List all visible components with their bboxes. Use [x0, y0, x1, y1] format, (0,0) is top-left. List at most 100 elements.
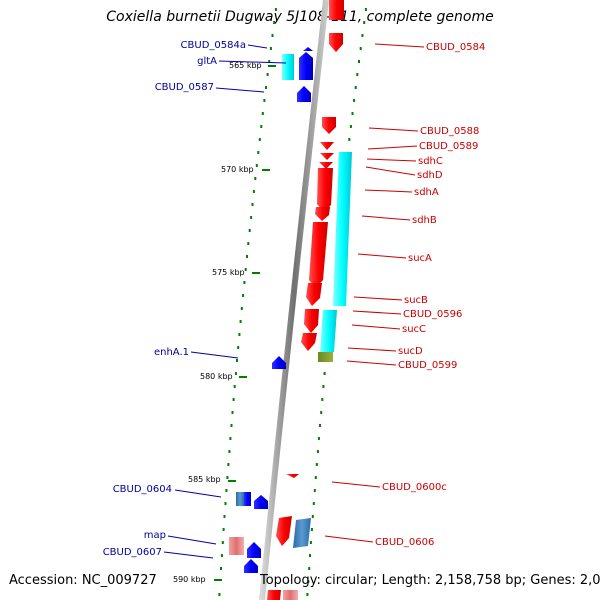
leader-line — [361, 215, 411, 221]
gene-label-CBUD_0584: CBUD_0584 — [426, 42, 485, 53]
ring-dot — [248, 229, 251, 232]
ring-dot — [252, 190, 255, 193]
gene-label-gltA: gltA — [197, 56, 217, 67]
leader-line — [374, 43, 425, 48]
cog-block-sdh-suc — [333, 152, 352, 306]
tick-label: 585 kbp — [188, 475, 221, 484]
ring-dot — [313, 489, 316, 492]
cog-block-0606 — [293, 518, 311, 548]
gene-label-sdhD: sdhD — [417, 170, 443, 181]
ring-dot — [228, 450, 231, 453]
ring-dot — [233, 385, 236, 388]
ring-dot — [323, 372, 326, 375]
ring-dot — [310, 528, 313, 531]
gene-sucC — [301, 333, 317, 351]
ring-dot — [254, 177, 257, 180]
gene-label-CBUD_0584a: CBUD_0584a — [181, 40, 246, 51]
ring-dot — [319, 424, 321, 427]
ring-dot — [230, 424, 233, 427]
ring-dot — [351, 112, 354, 115]
ring-dot — [309, 554, 311, 557]
ring-dot — [353, 99, 356, 102]
ring-dot — [218, 593, 221, 596]
tick-label: 575 kbp — [212, 268, 245, 277]
ring-dot — [320, 411, 323, 414]
gene-CBUD_0596 — [304, 309, 319, 333]
leader-line — [324, 535, 374, 543]
ring-dot — [227, 463, 230, 466]
ring-dot — [271, 34, 274, 37]
ring-dot — [244, 268, 247, 271]
gene-label-sucC: sucC — [402, 324, 426, 335]
ring-dot — [223, 515, 226, 518]
leader-line — [367, 145, 418, 150]
cog-block-sucC — [320, 310, 337, 352]
ring-dot — [274, 8, 277, 11]
ring-dot — [268, 60, 271, 63]
gene-label-CBUD_0607: CBUD_0607 — [103, 547, 162, 558]
coordinate-ticks: 565 kbp 570 kbp 575 kbp 580 kbp 585 kbp … — [173, 61, 276, 584]
gene-label-sucD: sucD — [398, 346, 423, 357]
reverse-genes — [244, 47, 313, 573]
forward-genes — [267, 0, 344, 600]
gene-sucB — [306, 283, 322, 306]
ring-dot — [258, 138, 261, 141]
leader-line — [331, 481, 381, 488]
ring-dot — [220, 567, 222, 570]
leader-line — [174, 489, 222, 498]
gene-CBUD_0584a — [303, 47, 313, 51]
cog-block-sucD — [318, 352, 333, 362]
leader-line — [366, 158, 417, 162]
gene-label-CBUD_0600c: CBUD_0600c — [382, 482, 447, 493]
gene-sdhA — [317, 168, 333, 212]
ring-dot — [246, 255, 248, 258]
gene-CBUD_0606 — [276, 516, 292, 546]
ring-dot — [236, 359, 238, 362]
ring-dot — [349, 125, 352, 128]
cog-track — [229, 54, 352, 600]
leader-line — [163, 551, 214, 559]
ring-dot — [308, 567, 311, 570]
gene-gltA — [299, 52, 313, 80]
outer-ring-dots — [218, 8, 367, 596]
gene-label-sdhA: sdhA — [414, 187, 439, 198]
gene-CBUD_0584 — [329, 33, 343, 52]
ring-dot — [221, 541, 224, 544]
topology-text: Topology: circular; Length: 2,158,758 bp… — [260, 573, 600, 588]
gene-label-sucB: sucB — [404, 295, 428, 306]
leader-line — [351, 324, 401, 330]
tick-label: 580 kbp — [200, 372, 233, 381]
ring-dot — [257, 151, 260, 154]
gene-label-enhA.1: enhA.1 — [154, 347, 189, 358]
ring-dot — [261, 112, 264, 115]
gene-CBUD_0588 — [322, 117, 336, 134]
gene-sdhD — [319, 162, 333, 169]
cog-block-map — [229, 537, 244, 555]
ring-dot — [322, 385, 325, 388]
leader-line — [365, 166, 416, 176]
tick-label: 570 kbp — [221, 165, 254, 174]
leader-line — [247, 44, 268, 49]
ring-dot — [311, 515, 314, 518]
gene-sdhC — [320, 153, 334, 160]
ring-dot — [229, 437, 232, 440]
gene-bottom-red — [267, 590, 281, 600]
map-title: Coxiella burnetii Dugway 5J108-111, comp… — [106, 9, 494, 25]
gene-label-sdhC: sdhC — [418, 156, 443, 167]
leader-line — [167, 535, 217, 545]
accession-text: Accession: NC_009727 — [9, 573, 157, 588]
gene-label-map: map — [144, 530, 166, 541]
ring-dot — [314, 476, 317, 479]
gene-CBUD_0607 — [244, 559, 258, 573]
gene-label-CBUD_0599: CBUD_0599 — [398, 360, 457, 371]
ring-dot — [242, 294, 245, 297]
gene-label-CBUD_0587: CBUD_0587 — [155, 82, 214, 93]
ring-dot — [260, 125, 263, 128]
leader-line — [353, 296, 403, 301]
ring-dot — [321, 398, 324, 401]
ring-dot — [306, 593, 309, 596]
ring-dot — [361, 34, 364, 37]
ring-dot — [358, 60, 360, 63]
leader-line — [352, 310, 402, 315]
ring-dot — [307, 580, 310, 583]
